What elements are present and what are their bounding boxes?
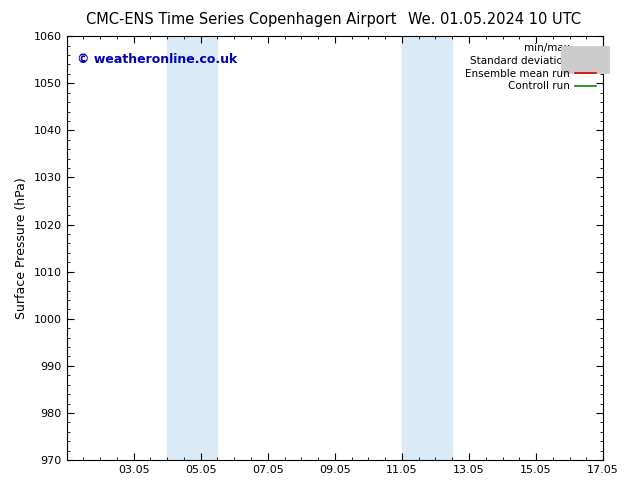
Text: CMC-ENS Time Series Copenhagen Airport: CMC-ENS Time Series Copenhagen Airport bbox=[86, 12, 396, 27]
Bar bbox=[402, 36, 418, 460]
Bar bbox=[167, 36, 184, 460]
Text: © weatheronline.co.uk: © weatheronline.co.uk bbox=[77, 53, 238, 66]
Text: We. 01.05.2024 10 UTC: We. 01.05.2024 10 UTC bbox=[408, 12, 581, 27]
Y-axis label: Surface Pressure (hPa): Surface Pressure (hPa) bbox=[15, 177, 28, 319]
Bar bbox=[184, 36, 217, 460]
Legend: min/max, Standard deviation, Ensemble mean run, Controll run: min/max, Standard deviation, Ensemble me… bbox=[461, 39, 600, 96]
Bar bbox=[418, 36, 452, 460]
